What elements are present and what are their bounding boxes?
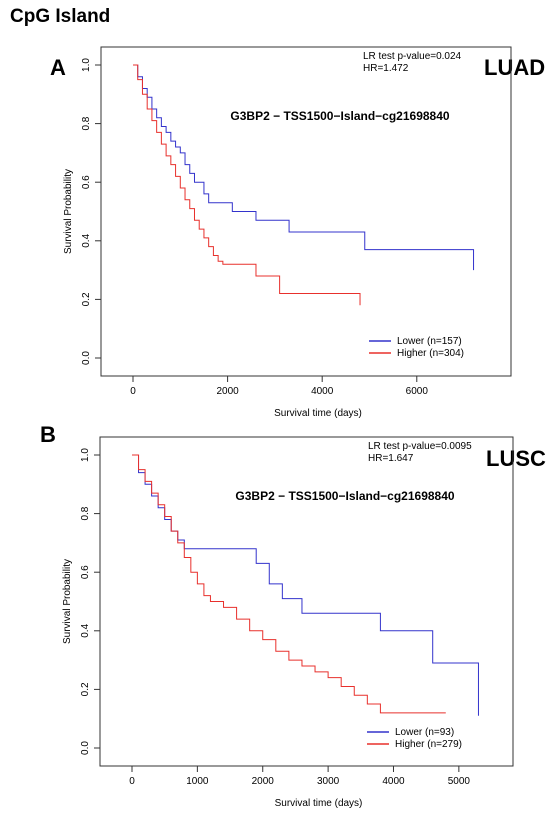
x-tick-label: 2000 <box>216 386 239 397</box>
x-tick-label: 1000 <box>186 776 209 787</box>
x-tick-label: 4000 <box>382 776 405 787</box>
legend-label-lower: Lower (n=93) <box>395 727 454 738</box>
legend-label-lower: Lower (n=157) <box>397 336 462 347</box>
km-plot-luad: 0.0 0.2 0.4 0.6 0.8 1.0 Survival Probability 0 2… <box>63 46 512 419</box>
y-axis-label: Survival Probability <box>62 559 73 644</box>
y-tick-label: 0.2 <box>80 682 91 696</box>
x-tick-label: 0 <box>129 776 135 787</box>
panel-b-letter: B <box>40 422 56 447</box>
figure-heading: CpG Island <box>10 6 111 27</box>
chart-title: G3BP2 − TSS1500−Island−cg21698840 <box>230 109 449 123</box>
stats-text: LR test p-value=0.0095 <box>368 441 472 452</box>
legend-label-higher: Higher (n=279) <box>395 739 462 750</box>
y-tick-label: 0.4 <box>80 623 91 637</box>
y-tick-label: 0.8 <box>81 116 92 130</box>
x-tick-label: 6000 <box>406 386 429 397</box>
km-plot-lusc: 0.0 0.2 0.4 0.6 0.8 1.0 Survival Probability 0 1… <box>62 436 514 809</box>
panel-b-cohort: LUSC <box>486 446 546 471</box>
x-tick-label: 5000 <box>448 776 471 787</box>
x-axis-label: Survival time (days) <box>275 798 363 809</box>
chart-title: G3BP2 − TSS1500−Island−cg21698840 <box>235 489 454 503</box>
plot-frame <box>99 436 514 767</box>
y-tick-label: 1.0 <box>81 58 92 72</box>
x-tick-label: 4000 <box>311 386 334 397</box>
y-tick-label: 0.0 <box>81 351 92 365</box>
x-tick-label: 3000 <box>317 776 340 787</box>
x-tick-label: 0 <box>130 386 136 397</box>
higher-survival-curve <box>133 64 361 306</box>
y-tick-label: 0.4 <box>81 233 92 247</box>
y-tick-label: 0.6 <box>81 175 92 189</box>
y-tick-label: 1.0 <box>80 448 91 462</box>
panel-a-cohort: LUAD <box>484 55 546 80</box>
higher-survival-curve <box>132 454 446 714</box>
y-axis-label: Survival Probability <box>63 169 74 254</box>
x-tick-label: 2000 <box>252 776 275 787</box>
stats-text: HR=1.647 <box>368 453 414 464</box>
y-tick-label: 0.8 <box>80 506 91 520</box>
panel-a-letter: A <box>50 55 66 80</box>
stats-text: LR test p-value=0.024 <box>363 51 462 62</box>
y-tick-label: 0.6 <box>80 565 91 579</box>
y-tick-label: 0.0 <box>80 741 91 755</box>
lower-survival-curve <box>133 64 475 271</box>
y-tick-label: 0.2 <box>81 292 92 306</box>
legend-label-higher: Higher (n=304) <box>397 348 464 359</box>
x-axis-label: Survival time (days) <box>274 408 362 419</box>
plot-frame <box>100 46 512 377</box>
stats-text: HR=1.472 <box>363 63 409 74</box>
